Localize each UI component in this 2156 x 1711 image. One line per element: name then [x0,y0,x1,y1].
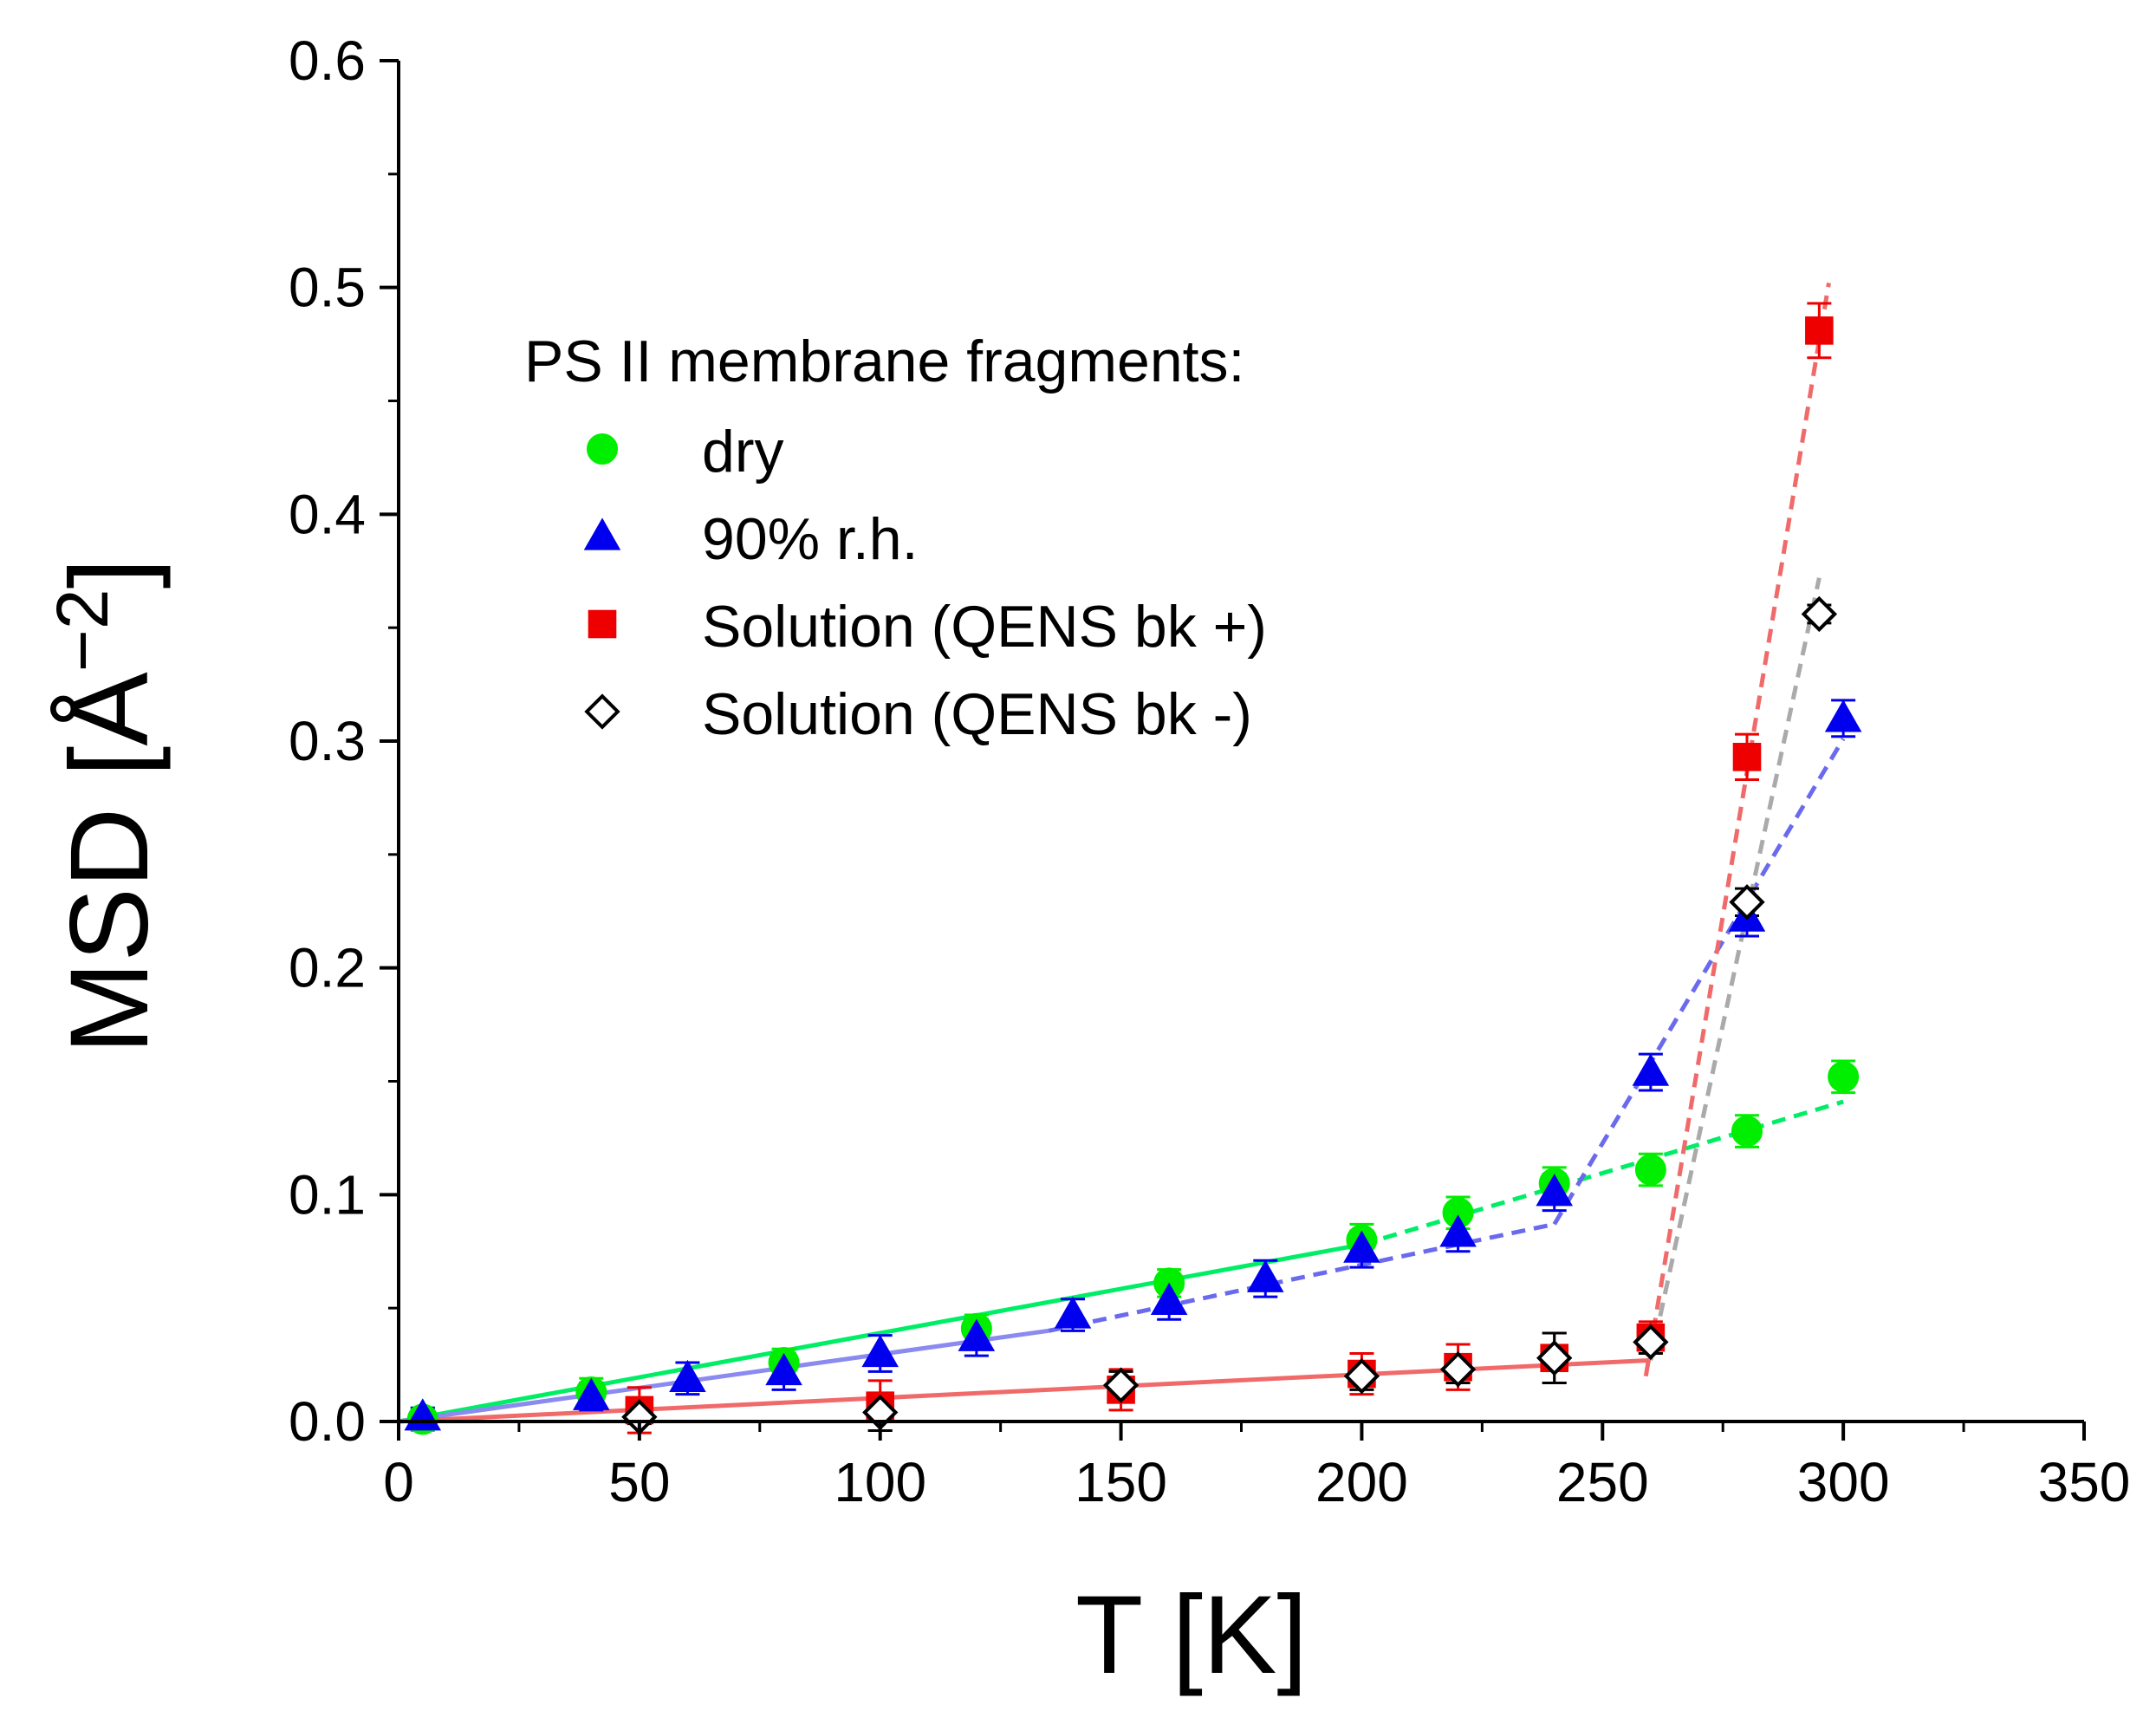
ticks: 0 50 100 150 200 250 300 350 0.0 0.1 0.2 0.3 0.4 0.5 0… [289,29,2130,1513]
legend-marker-90-r-h [583,517,621,550]
legend-marker-solution-qens-bk [588,609,617,639]
dry-fit-high [1360,1099,1844,1247]
point-90-r-h [1054,1296,1092,1329]
point-dry [1828,1061,1860,1093]
legend-label-dry: dry [702,419,783,485]
point-90-r-h [1150,1282,1188,1315]
point-dry [1731,1116,1763,1148]
point-solution-qens-bk [1805,316,1834,345]
error-bars [410,302,1856,1435]
y-tick-label: 0.1 [289,1163,366,1226]
legend-label-90-r-h: 90% r.h. [702,506,919,572]
x-tick-label: 0 [383,1451,414,1513]
point-solution-qens-bk [1343,1357,1380,1395]
y-axis-title: MSD [Å−2] [42,558,172,1054]
rh-fit-low [398,1328,1049,1424]
legend-label-solution-qens-bk: Solution (QENS bk -) [702,681,1252,747]
point-90-r-h [861,1334,899,1368]
y-axis-title-sup: −2 [42,589,123,672]
point-solution-qens-bk [1102,1367,1140,1403]
point-90-r-h [1343,1230,1380,1263]
point-dry [1634,1154,1666,1186]
point-solution-qens-bk [1732,743,1762,771]
y-axis-title-main: MSD [Å [48,672,172,1055]
legend: PS II membrane fragments: dry 90% r.h. Sol… [524,329,1267,747]
point-solution-qens-bk [1729,884,1765,921]
point-90-r-h [1439,1214,1477,1247]
x-tick-label: 100 [834,1451,926,1513]
point-90-r-h [1536,1174,1573,1207]
y-axis-title-close: ] [48,558,172,589]
legend-label-solution-qens-bk: Solution (QENS bk +) [702,594,1267,660]
legend-marker-solution-qens-bk [584,693,620,730]
point-90-r-h [669,1359,706,1392]
point-90-r-h [1247,1259,1284,1292]
point-90-r-h [765,1352,802,1386]
rh-fit-mid [1048,1221,1555,1333]
x-tick-label: 300 [1797,1451,1890,1513]
data-points [404,316,1862,1435]
legend-title: PS II membrane fragments: [524,329,1244,394]
rh-fit-high [1552,738,1846,1226]
y-tick-label: 0.6 [289,29,366,92]
x-tick-label: 350 [2038,1451,2131,1513]
point-90-r-h [573,1377,610,1410]
y-tick-label: 0.0 [289,1390,366,1453]
y-tick-label: 0.2 [289,937,366,999]
point-90-r-h [1632,1053,1670,1086]
point-solution-qens-bk [1439,1351,1477,1388]
point-solution-qens-bk [1536,1340,1573,1376]
legend-marker-dry [587,433,618,465]
solution-plus-fit-high [1643,283,1831,1377]
y-tick-label: 0.4 [289,483,366,545]
x-tick-label: 250 [1556,1451,1649,1513]
x-tick-label: 50 [608,1451,670,1513]
point-solution-qens-bk [1633,1324,1669,1361]
point-90-r-h [1824,699,1862,732]
point-90-r-h [958,1318,996,1351]
x-tick-label: 200 [1315,1451,1408,1513]
x-axis-title: T [K] [1075,1573,1308,1697]
solution-minus-fit-high [1648,577,1822,1361]
legend-items: dry 90% r.h. Solution (QENS bk +) Solution … [583,419,1267,747]
y-tick-label: 0.3 [289,710,366,772]
dry-fit-low [398,1242,1362,1424]
y-tick-label: 0.5 [289,257,366,319]
point-solution-qens-bk [1801,595,1838,633]
x-tick-label: 150 [1075,1451,1167,1513]
